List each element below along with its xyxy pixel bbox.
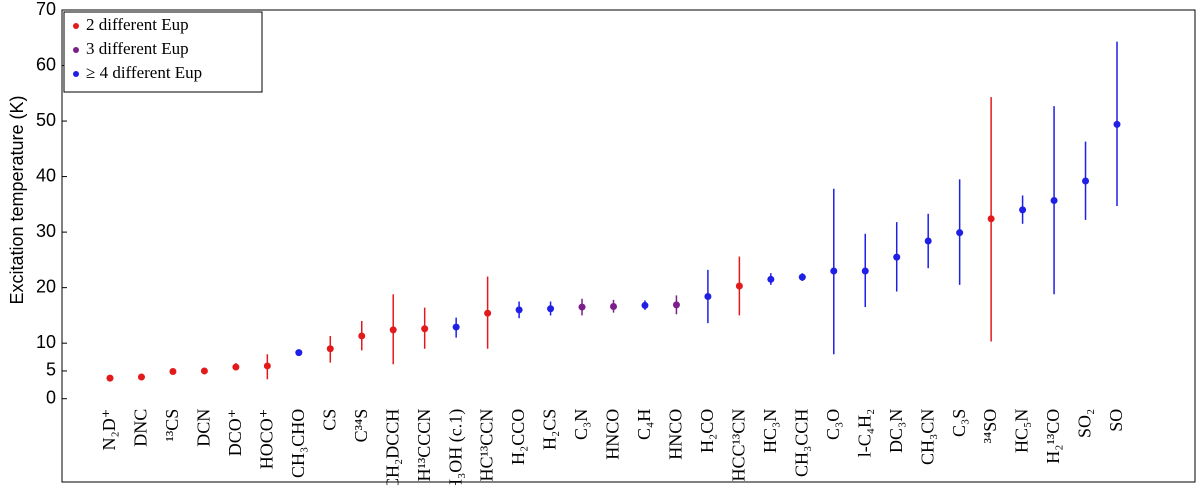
y-tick-label: 5 (46, 360, 56, 380)
data-point (515, 306, 523, 314)
x-tick-label: HC₅N (1012, 409, 1032, 453)
x-tick-label: CS (319, 409, 339, 431)
data-point (798, 273, 806, 281)
y-tick-label: 40 (36, 165, 56, 185)
data-point (484, 309, 492, 317)
legend-label: ≥ 4 different Eup (86, 63, 202, 82)
data-point (106, 374, 114, 382)
data-point (610, 303, 617, 311)
x-tick-label: DCO⁺ (225, 409, 245, 457)
x-tick-label: CH₃OH (c.1) (445, 409, 466, 485)
data-point (547, 305, 555, 313)
x-tick-label: C₄H (634, 409, 654, 440)
y-tick-label: 50 (36, 110, 56, 130)
data-point (1113, 120, 1121, 128)
data-point (326, 345, 334, 353)
x-tick-label: H₂CO (697, 409, 717, 453)
y-tick-label: 70 (36, 0, 56, 19)
data-point (704, 293, 712, 301)
x-tick-label: HOCO⁺ (256, 409, 276, 470)
data-point (169, 367, 177, 375)
data-point (200, 367, 208, 375)
data-point (1082, 177, 1090, 185)
data-point (1050, 196, 1058, 204)
data-point (578, 303, 586, 311)
x-tick-label: HCC¹³CN (729, 409, 749, 482)
x-tick-label: DC₃N (886, 409, 906, 453)
y-tick-label: 0 (46, 387, 56, 407)
x-tick-label: CH₃CN (917, 409, 937, 465)
x-tick-label: C³⁴S (351, 409, 371, 443)
y-axis-label: Excitation temperature (K) (7, 95, 27, 304)
data-point (389, 326, 397, 334)
x-tick-label: H₂CS (540, 409, 560, 450)
data-point (735, 282, 743, 290)
x-tick-label: H¹³CCCN (414, 409, 434, 482)
legend-marker (73, 47, 79, 53)
y-tick-label: 20 (36, 276, 56, 296)
data-point (641, 301, 649, 309)
x-tick-label: HNCO (603, 409, 623, 460)
data-point (924, 237, 932, 245)
data-point (861, 267, 869, 275)
y-tick-label: 30 (36, 221, 56, 241)
legend-marker (73, 71, 79, 77)
data-point (893, 253, 901, 261)
x-tick-label: SO (1106, 409, 1126, 432)
x-tick-label: DNC (131, 409, 151, 447)
legend-marker (73, 23, 79, 29)
y-tick-label: 60 (36, 54, 56, 74)
data-point (137, 373, 145, 381)
x-tick-label: ³⁴SO (980, 409, 1000, 444)
x-tick-label: C₃S (949, 409, 969, 437)
data-point (1019, 206, 1027, 214)
x-tick-label: SO₂ (1075, 409, 1095, 438)
x-tick-label: ¹³CS (162, 409, 182, 442)
x-tick-label: H₂CCO (508, 409, 528, 465)
data-point (672, 301, 680, 309)
legend-box (63, 11, 263, 93)
x-tick-label: CH₃CHO (288, 409, 308, 478)
data-point (421, 325, 429, 333)
x-tick-label: CH₂DCCH (382, 409, 402, 485)
plot-frame (61, 9, 1196, 483)
legend-label: 2 different Eup (86, 15, 189, 34)
legend-label: 3 different Eup (86, 39, 189, 58)
data-point (956, 229, 964, 237)
x-tick-label: DCN (194, 409, 214, 447)
x-tick-label: HC¹³CCN (477, 409, 497, 482)
data-point (358, 332, 366, 340)
data-point (263, 362, 271, 370)
data-point (232, 363, 240, 371)
x-tick-label: HNCO (666, 409, 686, 460)
data-point (452, 323, 460, 331)
x-tick-label: C₃N (571, 409, 591, 440)
x-tick-label: H₂¹³CO (1043, 409, 1063, 464)
data-point (295, 349, 303, 357)
x-tick-label: HC₃N (760, 409, 780, 453)
data-point (767, 275, 775, 283)
data-point (987, 215, 995, 223)
x-tick-label: l-C₄H₂ (854, 409, 874, 458)
x-tick-label: CH₃CCH (791, 409, 811, 477)
y-tick-label: 10 (36, 332, 56, 352)
data-point (830, 267, 838, 275)
x-tick-label: N₂D⁺ (99, 409, 119, 451)
x-tick-label: C₃O (823, 409, 843, 440)
